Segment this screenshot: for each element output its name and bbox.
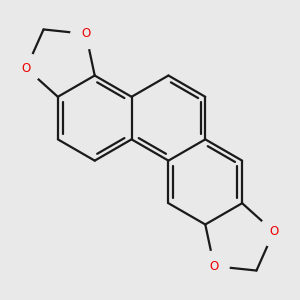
Circle shape <box>199 251 229 281</box>
Text: O: O <box>209 260 219 273</box>
Circle shape <box>259 217 289 247</box>
Circle shape <box>71 19 101 49</box>
Circle shape <box>11 53 41 83</box>
Text: O: O <box>22 62 31 75</box>
Text: O: O <box>269 225 278 238</box>
Text: O: O <box>81 27 91 40</box>
